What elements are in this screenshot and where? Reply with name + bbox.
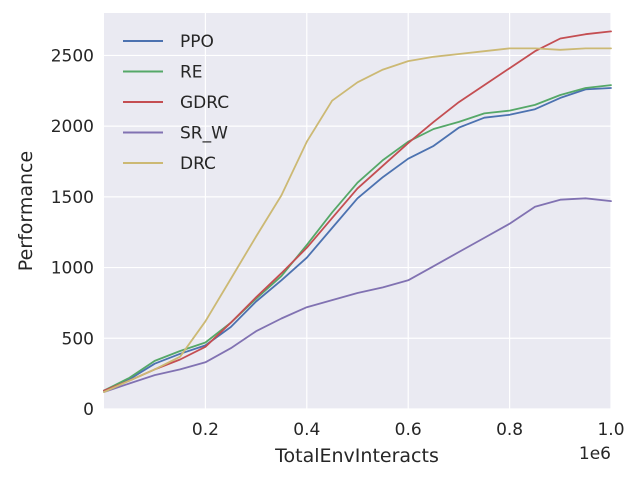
y-tick-label: 0	[83, 400, 94, 420]
series-line-drc	[103, 47, 612, 393]
plot-background	[104, 13, 611, 409]
x-tick-label: 1.0	[597, 420, 624, 440]
y-tick-labels: 0 500 1000 1500 2000 2500	[51, 46, 94, 420]
x-tick-labels: 0.2 0.4 0.6 0.8 1.0	[192, 420, 625, 440]
series-line-gdrc	[103, 30, 612, 392]
x-tick-label: 0.4	[293, 420, 320, 440]
x-tick-label: 0.2	[192, 420, 219, 440]
y-axis-title: Performance	[15, 151, 37, 271]
legend-label: DRC	[180, 154, 216, 174]
x-tick-label: 0.6	[395, 420, 422, 440]
series-lines	[103, 30, 612, 393]
x-axis-title: TotalEnvInteracts	[274, 445, 439, 467]
x-offset-label: 1e6	[579, 444, 611, 464]
series-line-re	[103, 84, 612, 392]
legend: PPO RE GDRC SR_W DRC	[123, 32, 229, 174]
legend-label: SR_W	[180, 124, 228, 144]
y-tick-label: 2000	[51, 117, 94, 137]
y-tick-label: 500	[62, 329, 94, 349]
legend-label: PPO	[180, 32, 214, 52]
y-tick-label: 2500	[51, 46, 94, 66]
y-tick-label: 1000	[51, 259, 94, 279]
legend-label: GDRC	[180, 93, 229, 113]
x-tick-label: 0.8	[496, 420, 523, 440]
legend-label: RE	[180, 63, 203, 83]
grid	[104, 13, 612, 410]
series-line-sr-w	[103, 197, 612, 393]
y-tick-label: 1500	[51, 188, 94, 208]
series-line-ppo	[103, 87, 612, 392]
